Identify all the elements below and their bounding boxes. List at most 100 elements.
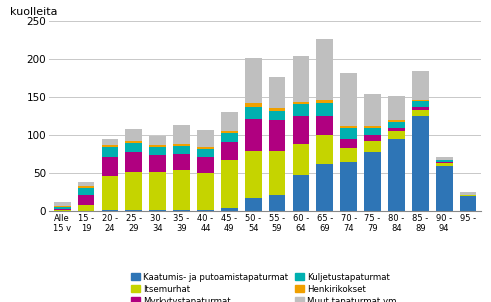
Bar xyxy=(102,176,118,210)
Bar xyxy=(269,77,285,108)
Bar xyxy=(102,157,118,176)
Bar xyxy=(197,130,214,147)
Bar xyxy=(102,145,118,147)
Bar xyxy=(388,122,405,128)
Bar xyxy=(173,153,190,170)
Bar xyxy=(78,182,94,186)
Bar xyxy=(149,145,166,147)
Bar xyxy=(293,102,309,104)
Bar xyxy=(293,115,309,144)
Bar xyxy=(173,146,190,153)
Legend: Kaatumis- ja putoamistapaturmat, Itsemurhat, Myrkytystapaturmat, Kuljetustapatur: Kaatumis- ja putoamistapaturmat, Itsemur… xyxy=(131,273,399,302)
Bar xyxy=(173,125,190,144)
Bar xyxy=(197,157,214,173)
Bar xyxy=(221,131,238,133)
Bar xyxy=(221,133,238,142)
Bar xyxy=(54,209,71,210)
Bar xyxy=(317,164,333,211)
Bar xyxy=(269,195,285,211)
Bar xyxy=(245,150,262,198)
Bar xyxy=(364,141,381,152)
Bar xyxy=(126,143,142,152)
Bar xyxy=(126,172,142,210)
Bar xyxy=(78,204,94,210)
Bar xyxy=(173,170,190,210)
Bar xyxy=(197,173,214,210)
Bar xyxy=(54,207,71,209)
Bar xyxy=(221,112,238,131)
Bar xyxy=(340,139,357,148)
Bar xyxy=(388,96,405,120)
Bar xyxy=(245,103,262,107)
Bar xyxy=(269,111,285,120)
Bar xyxy=(364,135,381,141)
Bar xyxy=(293,56,309,102)
Bar xyxy=(78,186,94,188)
Bar xyxy=(340,162,357,211)
Bar xyxy=(460,195,476,196)
Bar xyxy=(436,163,453,166)
Bar xyxy=(412,107,429,110)
Bar xyxy=(293,104,309,115)
Bar xyxy=(245,58,262,103)
Bar xyxy=(317,103,333,116)
Bar xyxy=(197,210,214,211)
Bar xyxy=(412,100,429,101)
Bar xyxy=(78,195,94,204)
Bar xyxy=(436,162,453,163)
Bar xyxy=(78,210,94,211)
Bar xyxy=(269,120,285,150)
Text: kuolleita: kuolleita xyxy=(10,7,58,17)
Bar xyxy=(340,148,357,162)
Bar xyxy=(460,192,476,195)
Bar xyxy=(412,101,429,107)
Bar xyxy=(54,202,71,206)
Bar xyxy=(245,119,262,150)
Bar xyxy=(293,175,309,211)
Bar xyxy=(197,149,214,157)
Bar xyxy=(364,94,381,126)
Bar xyxy=(245,198,262,211)
Bar xyxy=(364,128,381,135)
Bar xyxy=(269,108,285,111)
Bar xyxy=(149,136,166,145)
Bar xyxy=(245,107,262,119)
Bar xyxy=(340,126,357,128)
Bar xyxy=(221,160,238,207)
Bar xyxy=(126,141,142,143)
Bar xyxy=(54,206,71,207)
Bar xyxy=(364,152,381,211)
Bar xyxy=(293,144,309,175)
Bar xyxy=(317,116,333,135)
Bar xyxy=(317,100,333,103)
Bar xyxy=(173,144,190,146)
Bar xyxy=(149,210,166,211)
Bar xyxy=(126,129,142,141)
Bar xyxy=(221,142,238,160)
Bar xyxy=(388,139,405,211)
Bar xyxy=(460,196,476,211)
Bar xyxy=(126,210,142,211)
Bar xyxy=(436,166,453,211)
Bar xyxy=(340,128,357,139)
Bar xyxy=(317,135,333,164)
Bar xyxy=(126,152,142,172)
Bar xyxy=(388,120,405,122)
Bar xyxy=(388,131,405,139)
Bar xyxy=(78,188,94,195)
Bar xyxy=(149,155,166,172)
Bar xyxy=(436,157,453,160)
Bar xyxy=(412,116,429,211)
Bar xyxy=(317,39,333,100)
Bar xyxy=(102,139,118,145)
Bar xyxy=(412,71,429,100)
Bar xyxy=(197,147,214,149)
Bar xyxy=(102,147,118,157)
Bar xyxy=(54,210,71,211)
Bar xyxy=(388,128,405,131)
Bar xyxy=(102,210,118,211)
Bar xyxy=(412,110,429,116)
Bar xyxy=(340,73,357,126)
Bar xyxy=(364,126,381,128)
Bar xyxy=(149,172,166,210)
